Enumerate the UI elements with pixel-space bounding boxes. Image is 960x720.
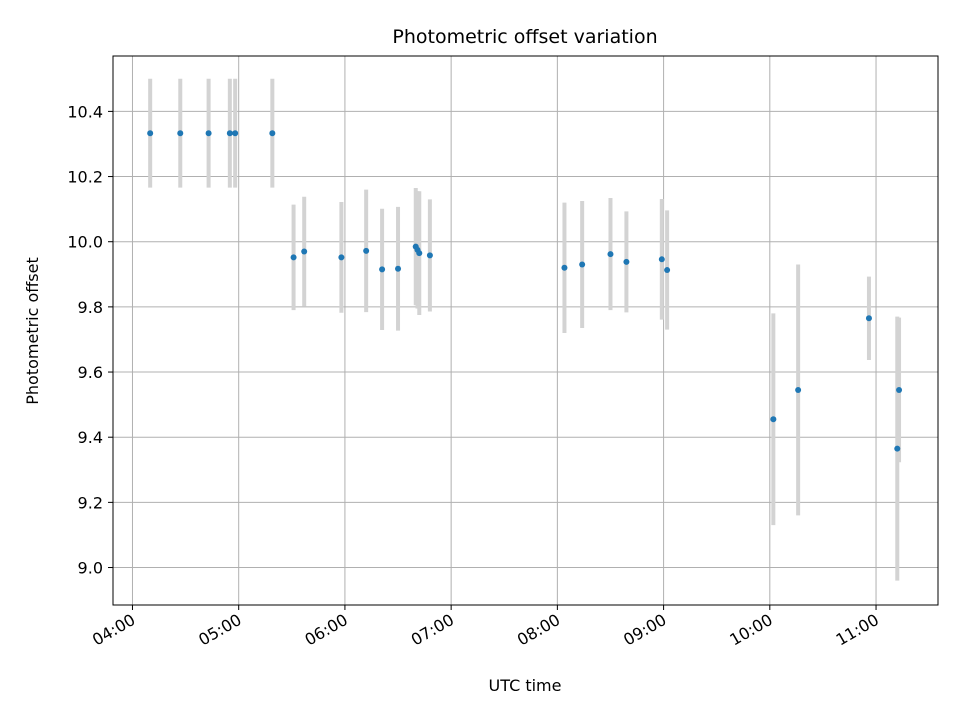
y-tick-label: 10.2 (67, 168, 103, 187)
data-point (795, 386, 802, 393)
data-point (301, 248, 308, 255)
data-point (290, 254, 297, 261)
data-point (770, 416, 777, 423)
point-layer (147, 130, 903, 452)
data-point (658, 256, 665, 263)
data-point (865, 315, 872, 322)
grid-layer (113, 56, 938, 605)
y-tick-label: 9.8 (78, 298, 103, 317)
data-point (664, 267, 671, 274)
data-point (607, 251, 614, 258)
data-point (147, 130, 154, 137)
data-point (338, 254, 345, 261)
x-axis-label: UTC time (489, 676, 562, 695)
data-point (269, 130, 276, 137)
data-point (226, 130, 233, 137)
y-tick-label: 10.4 (67, 102, 103, 121)
data-point (426, 252, 433, 259)
y-tick-label: 9.4 (78, 428, 103, 447)
y-tick-label: 10.0 (67, 233, 103, 252)
data-point (561, 264, 568, 271)
y-axis-label: Photometric offset (23, 257, 42, 405)
chart-title: Photometric offset variation (392, 26, 657, 48)
data-point (363, 247, 370, 254)
y-tick-label: 9.0 (78, 559, 103, 578)
y-tick-label: 9.2 (78, 493, 103, 512)
data-point (232, 130, 239, 137)
data-point (416, 250, 423, 257)
data-point (379, 266, 386, 273)
data-point (623, 258, 630, 265)
data-point (205, 130, 212, 137)
plot-frame (112, 55, 939, 606)
data-point (579, 261, 586, 268)
data-point (896, 386, 903, 393)
data-point (177, 130, 184, 137)
data-point (894, 445, 901, 452)
y-tick-layer: 9.0 9.2 9.4 9.6 9.8 10.0 10.2 10.4 (67, 102, 113, 578)
data-point (395, 265, 402, 272)
y-tick-label: 9.6 (78, 363, 103, 382)
